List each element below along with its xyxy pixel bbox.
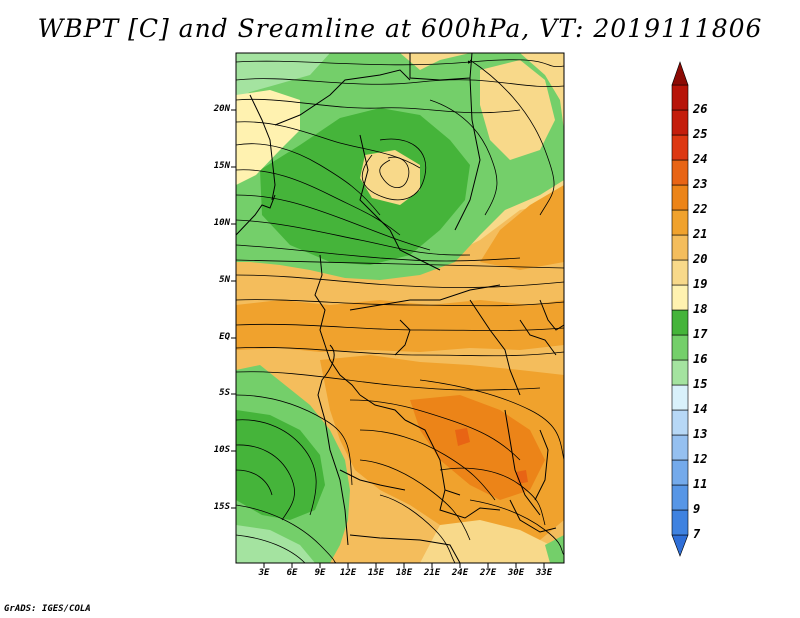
lon-label: 9E [314,568,326,578]
colorbar-box-2 [671,459,689,486]
field-south-red-1 [455,428,470,446]
colorbar-label: 13 [693,427,708,441]
colorbar-label: 18 [693,302,708,316]
field-southeast-green [545,535,564,563]
lon-label: 27E [479,568,497,578]
lon-label: 6E [286,568,298,578]
lat-ticks [231,109,236,509]
field-southwest-green-dark [236,410,325,520]
lon-label: 33E [535,568,553,578]
footer-credit: GrADS: IGES/COLA [4,604,91,614]
field-north-pale [236,90,300,185]
colorbar-label: 20 [693,252,708,266]
lon-label: 18E [395,568,413,578]
lat-label: 15N [213,161,230,171]
colorbar-box-8 [671,309,689,336]
colorbar-label: 22 [693,202,708,216]
colorbar-label: 9 [693,502,701,516]
lat-label: 10N [213,218,230,228]
colorbar-label: 23 [693,177,708,191]
colorbar-label: 26 [693,102,708,116]
colorbar-box-6 [671,359,689,386]
field-south-orange-dark [410,395,545,500]
colorbar-label: 25 [693,127,708,141]
lon-label: 3E [258,568,270,578]
colorbar-box-1 [671,484,689,511]
map-frame [235,52,565,564]
field-north-green-light [236,53,330,100]
colorbar-box-10 [671,259,689,286]
colorbar-label: 12 [693,452,708,466]
colorbar-box-17 [671,84,689,111]
lon-label: 12E [339,568,357,578]
colorbar-label: 19 [693,277,708,291]
colorbar-box-7 [671,334,689,361]
lon-label: 24E [451,568,469,578]
colorbar-label: 17 [693,327,708,341]
colorbar-top-triangle [671,61,689,86]
colorbar-label: 21 [693,227,708,241]
colorbar-box-13 [671,184,689,211]
lon-label: 30E [507,568,525,578]
field-north-green-dark [260,108,470,265]
colorbar-box-11 [671,234,689,261]
colorbar-label: 15 [693,377,708,391]
lat-label: 5N [219,275,230,285]
colorbar-label: 16 [693,352,708,366]
colorbar-box-9 [671,284,689,311]
colorbar-box-15 [671,134,689,161]
colorbar-label: 24 [693,152,708,166]
lon-label: 15E [367,568,385,578]
field-east-orange [480,185,564,270]
colorbar-box-3 [671,434,689,461]
country-borders [236,53,564,563]
colorbar-label: 7 [693,527,701,541]
colorbar-box-5 [671,384,689,411]
field-southeast-yellow [420,520,564,563]
colorbar [671,61,689,557]
lon-label: 21E [423,568,441,578]
field-cyclone-core [360,150,420,205]
lon-ticks [263,563,545,568]
colorbar-box-14 [671,159,689,186]
lat-label: 5S [219,388,230,398]
colorbar-box-16 [671,109,689,136]
chart-title: WBPT [C] and Sreamline at 600hPa, VT: 20… [37,14,763,43]
lat-label: EQ [219,332,230,342]
colorbar-label: 11 [693,477,708,491]
streamlines [236,59,564,563]
lat-label: 10S [213,445,230,455]
lat-label: 15S [213,502,230,512]
wbpt-field [236,53,564,563]
colorbar-box-0 [671,509,689,536]
colorbar-label: 14 [693,402,708,416]
lat-label: 20N [213,104,230,114]
colorbar-bottom-triangle [671,534,689,557]
colorbar-box-4 [671,409,689,436]
field-equator-orange [236,300,564,352]
colorbar-box-12 [671,209,689,236]
